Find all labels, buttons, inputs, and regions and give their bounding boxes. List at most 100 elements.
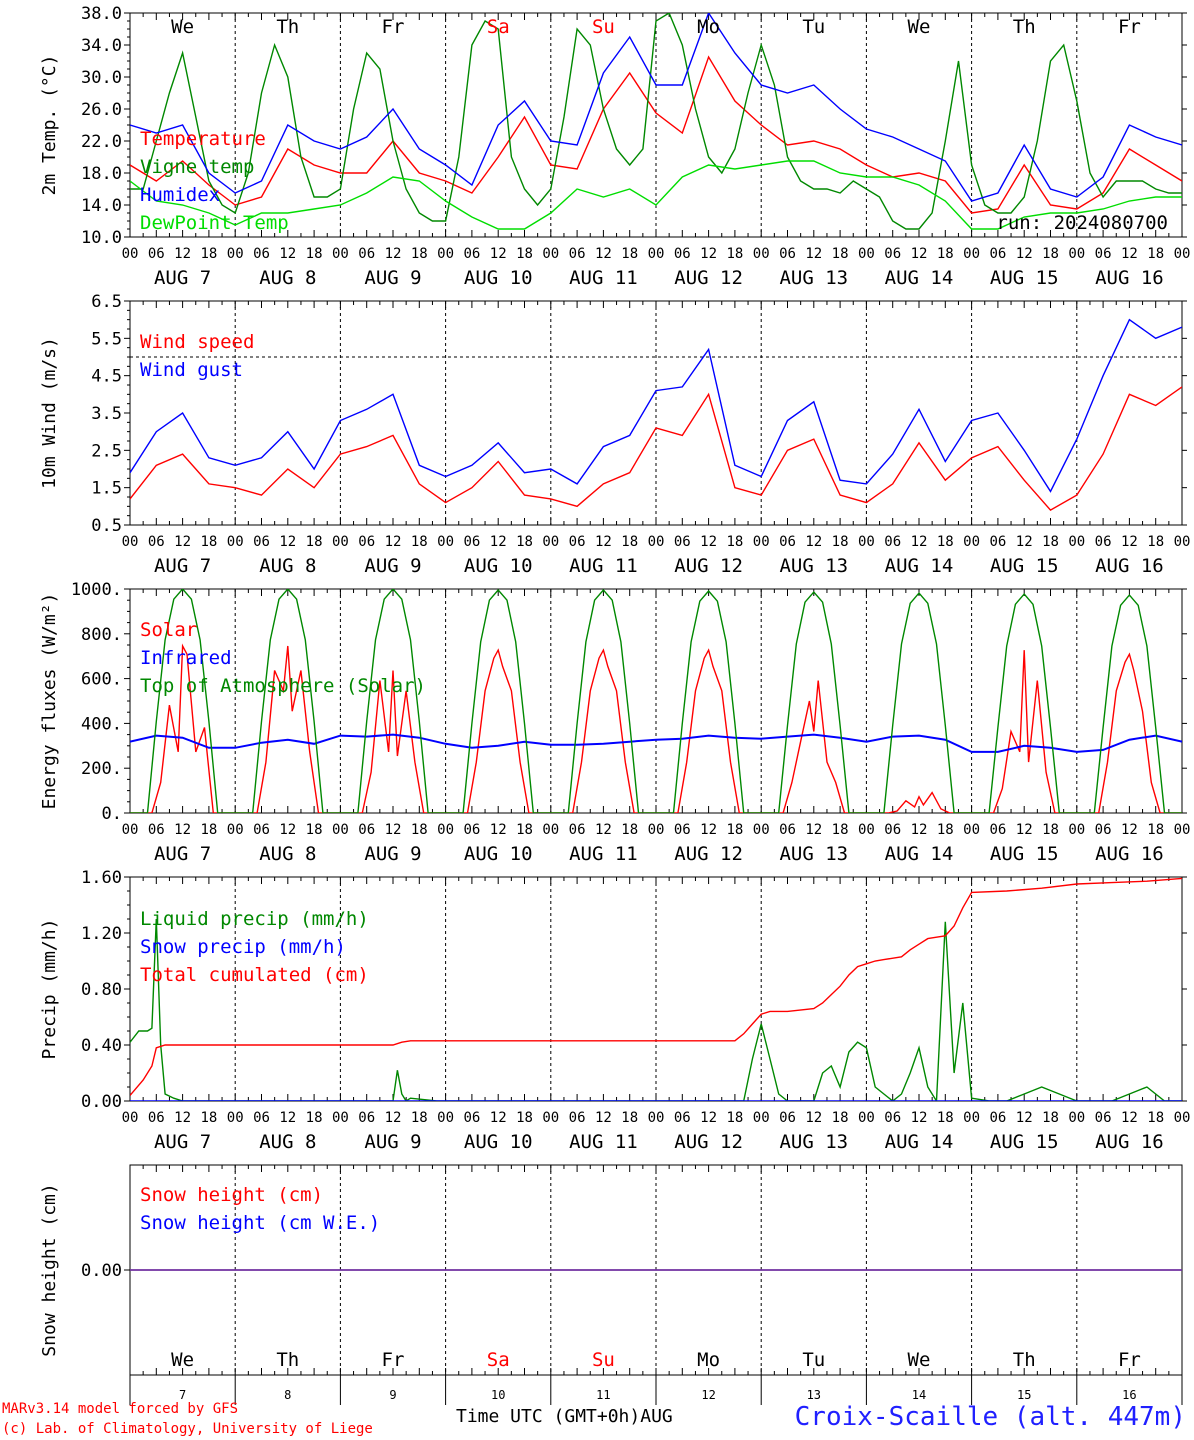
day-name: Sa (487, 1349, 510, 1371)
y-tick-label: 4.5 (91, 367, 122, 387)
lab-credit: (c) Lab. of Climatology, University of L… (2, 1421, 373, 1437)
panel-1: 10.0 14.0 18.0 22.0 26.0 30.0 34.0 38.0 2m Temp.… (39, 4, 1190, 289)
day-name: Sa (487, 16, 510, 38)
date-label: AUG 12 (674, 267, 743, 289)
legend-entry: Solar (140, 619, 197, 641)
hour-label: 06 (1095, 822, 1112, 838)
hour-label: 06 (463, 822, 480, 838)
y-axis-label: 10m Wind (m/s) (39, 337, 60, 489)
hour-label: 12 (1121, 534, 1138, 550)
hour-label: 12 (1016, 1110, 1033, 1126)
hour-label: 12 (174, 1110, 191, 1126)
day-name: Th (1013, 1349, 1036, 1371)
series-line-red (130, 386, 1182, 511)
hour-label: 00 (227, 246, 244, 262)
series-line-lime (130, 160, 1182, 230)
date-label: AUG 10 (464, 1131, 533, 1153)
day-name: Tu (802, 1349, 825, 1371)
hour-label: 12 (279, 822, 296, 838)
hour-label: 18 (516, 534, 533, 550)
hour-label: 18 (306, 822, 323, 838)
y-axis-label: 2m Temp. (°C) (39, 55, 60, 196)
hour-label: 00 (122, 822, 139, 838)
hour-label: 12 (911, 1110, 928, 1126)
y-tick-label: 6.5 (91, 292, 122, 312)
y-tick-label: 3.5 (91, 404, 122, 424)
hour-label: 06 (989, 1110, 1006, 1126)
hour-label: 12 (595, 822, 612, 838)
hour-label: 12 (911, 246, 928, 262)
hour-label: 06 (1095, 1110, 1112, 1126)
hour-label: 06 (148, 822, 165, 838)
date-label: AUG 8 (259, 843, 316, 865)
date-label: AUG 12 (674, 555, 743, 577)
date-label: AUG 10 (464, 843, 533, 865)
legend-entry: Total cumulated (cm) (140, 964, 369, 986)
date-label: AUG 14 (885, 843, 954, 865)
date-label: AUG 11 (569, 843, 638, 865)
hour-label: 18 (621, 1110, 638, 1126)
hour-label: 12 (595, 534, 612, 550)
hour-label: 18 (621, 534, 638, 550)
day-name: We (908, 1349, 931, 1371)
hour-label: 18 (1042, 246, 1059, 262)
hour-label: 00 (542, 1110, 559, 1126)
day-number: 15 (1017, 1388, 1031, 1402)
y-tick-label: 18.0 (81, 164, 122, 184)
hour-label: 18 (411, 534, 428, 550)
hour-label: 06 (779, 246, 796, 262)
hour-label: 00 (332, 246, 349, 262)
date-label: AUG 15 (990, 555, 1059, 577)
hour-label: 06 (779, 822, 796, 838)
hour-label: 12 (700, 1110, 717, 1126)
hour-label: 18 (832, 822, 849, 838)
hour-label: 18 (411, 246, 428, 262)
hour-label: 00 (858, 1110, 875, 1126)
time-axis-label: Time UTC (GMT+0h)AUG (456, 1406, 673, 1427)
hour-label: 18 (516, 246, 533, 262)
hour-label: 00 (1174, 534, 1191, 550)
hour-label: 00 (648, 534, 665, 550)
day-name: Fr (1118, 1349, 1141, 1371)
day-name: We (908, 16, 931, 38)
hour-label: 06 (884, 534, 901, 550)
series-line-green (130, 918, 1182, 1101)
day-name: Su (592, 1349, 615, 1371)
footer-credits: MARv3.14 model forced by GFS (c) Lab. of… (2, 1399, 373, 1439)
hour-label: 00 (437, 246, 454, 262)
hour-label: 18 (411, 1110, 428, 1126)
series-line-blue (130, 13, 1182, 202)
hour-label: 12 (385, 534, 402, 550)
date-label: AUG 7 (154, 843, 211, 865)
hour-label: 06 (989, 246, 1006, 262)
panel-2: 0.5 1.5 2.5 3.5 4.5 5.5 6.5 10m Wind (m/s) 00 06 1… (39, 292, 1190, 577)
hour-label: 06 (674, 1110, 691, 1126)
date-label: AUG 13 (779, 843, 848, 865)
legend-entry: Infrared (140, 647, 232, 669)
hour-label: 06 (884, 1110, 901, 1126)
hour-label: 12 (700, 534, 717, 550)
y-axis-label: Precip (mm/h) (39, 919, 60, 1060)
hour-label: 00 (437, 1110, 454, 1126)
hour-label: 00 (332, 822, 349, 838)
date-label: AUG 9 (364, 267, 421, 289)
hour-label: 06 (1095, 246, 1112, 262)
y-tick-label: 400. (81, 714, 122, 734)
panel-5: 0.00 Snow height (cm) Snow height (cm) Snow… (39, 1164, 1183, 1376)
date-label: AUG 9 (364, 555, 421, 577)
hour-label: 06 (884, 822, 901, 838)
y-tick-label: 14.0 (81, 196, 122, 216)
date-label: AUG 14 (885, 555, 954, 577)
hour-label: 00 (542, 246, 559, 262)
date-label: AUG 13 (779, 1131, 848, 1153)
legend-entry: Temperature (140, 128, 266, 150)
date-label: AUG 7 (154, 1131, 211, 1153)
day-name: Th (276, 1349, 299, 1371)
date-label: AUG 10 (464, 555, 533, 577)
panel-4: 0.00 0.40 0.80 1.20 1.60 Precip (mm/h) 00 06 12 1… (39, 868, 1190, 1153)
hour-label: 12 (1121, 1110, 1138, 1126)
hour-label: 18 (306, 246, 323, 262)
day-name: Th (1013, 16, 1036, 38)
day-name: We (171, 16, 194, 38)
y-tick-label: 34.0 (81, 36, 122, 56)
